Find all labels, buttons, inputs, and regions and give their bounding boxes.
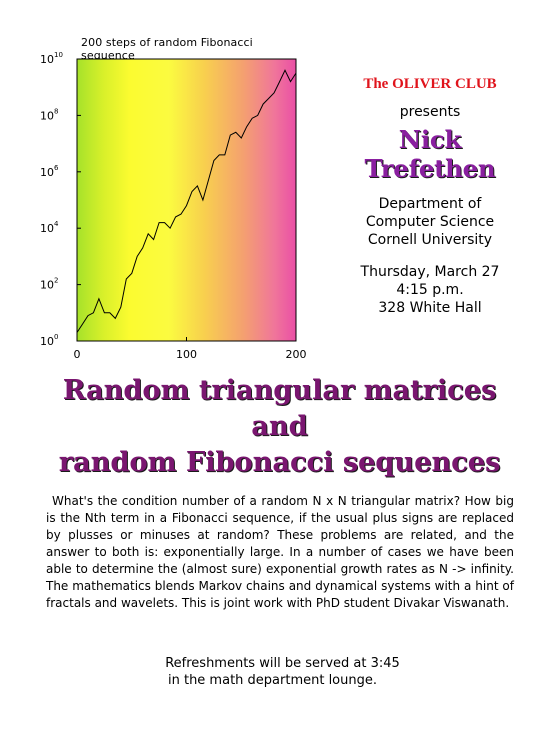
presents-label: presents — [399, 104, 461, 120]
refreshments-line: Refreshments will be served at 3:45 — [165, 656, 400, 671]
y-tick-label: 102 — [40, 277, 58, 292]
y-tick-label: 104 — [40, 220, 59, 235]
dept-line: Cornell University — [367, 232, 493, 248]
dept-line: Computer Science — [365, 214, 495, 230]
speaker-name: Nick Trefethen — [364, 125, 496, 183]
speaker-affiliation: Department of Computer Science Cornell U… — [330, 195, 530, 249]
title-line: random Fibonacci sequences — [58, 446, 501, 478]
y-tick-label: 1010 — [40, 51, 63, 66]
fibonacci-chart: 0 100 200 100 102 104 106 108 1010 — [40, 51, 307, 361]
y-tick-label: 108 — [40, 107, 58, 122]
dept-line: Department of — [378, 196, 482, 212]
plot-area — [76, 58, 297, 342]
refreshments-note: Refreshments will be served at 3:45 in t… — [0, 655, 559, 689]
x-tick-label: 100 — [176, 348, 197, 361]
talk-time: 4:15 p.m. — [396, 282, 464, 298]
refreshments-line: in the math department lounge. — [167, 673, 377, 688]
talk-room: 328 White Hall — [378, 300, 482, 316]
y-tick-label: 106 — [40, 164, 59, 179]
y-tick-label: 100 — [40, 333, 58, 348]
announcement-header: The OLIVER CLUB presents Nick Trefethen … — [330, 72, 530, 317]
club-name: The OLIVER CLUB — [363, 76, 497, 92]
chart-panel: 200 steps of random Fibonacci sequence 0… — [0, 0, 330, 365]
talk-time-place: Thursday, March 27 4:15 p.m. 328 White H… — [330, 263, 530, 317]
abstract-text: What's the condition number of a random … — [46, 494, 514, 610]
x-tick-label: 0 — [74, 348, 81, 361]
talk-date: Thursday, March 27 — [360, 264, 500, 280]
series-line — [76, 69, 297, 333]
x-tick-label: 200 — [286, 348, 307, 361]
talk-title: Random triangular matrices and random Fi… — [0, 372, 559, 480]
title-line: and — [251, 410, 308, 442]
title-line: Random triangular matrices — [62, 374, 497, 406]
